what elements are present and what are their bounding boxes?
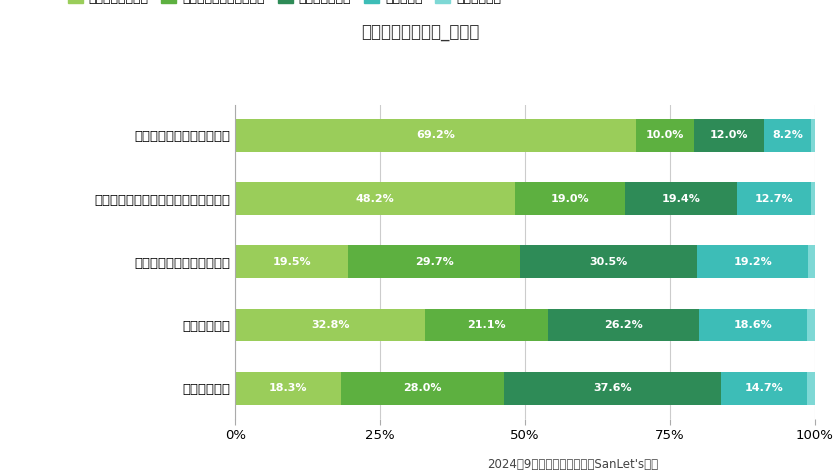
Text: 18.6%: 18.6% xyxy=(734,320,773,330)
Bar xyxy=(235,119,636,152)
Text: 26.2%: 26.2% xyxy=(604,320,643,330)
Text: 18.3%: 18.3% xyxy=(269,383,307,393)
Bar xyxy=(341,372,503,405)
Bar xyxy=(811,182,815,215)
Bar xyxy=(738,182,811,215)
Bar xyxy=(697,245,808,278)
Bar xyxy=(694,119,764,152)
Bar xyxy=(636,119,694,152)
Bar xyxy=(700,308,807,341)
Bar xyxy=(503,372,722,405)
Text: 19.2%: 19.2% xyxy=(733,257,772,267)
Text: 48.2%: 48.2% xyxy=(355,194,394,204)
Text: 69.2%: 69.2% xyxy=(417,130,455,140)
Text: 2024年9月　挙式ライブ配信SanLet's調べ: 2024年9月 挙式ライブ配信SanLet's調べ xyxy=(487,458,659,471)
Bar xyxy=(806,372,815,405)
Text: 32.8%: 32.8% xyxy=(311,320,349,330)
Bar xyxy=(625,182,738,215)
Bar xyxy=(764,119,811,152)
Text: 37.6%: 37.6% xyxy=(593,383,632,393)
Text: 19.4%: 19.4% xyxy=(661,194,701,204)
Bar xyxy=(548,308,700,341)
Legend: 現地で参列したい, オンラインで参列したい, 参列したくない, わからない, 答えたくない: 現地で参列したい, オンラインで参列したい, 参列したくない, わからない, 答… xyxy=(67,0,501,5)
Text: 21.1%: 21.1% xyxy=(467,320,506,330)
Bar xyxy=(808,245,815,278)
Text: 12.7%: 12.7% xyxy=(754,194,793,204)
Bar xyxy=(515,182,625,215)
Bar xyxy=(235,308,425,341)
Text: 28.0%: 28.0% xyxy=(403,383,442,393)
Bar xyxy=(235,182,515,215)
Text: 19.5%: 19.5% xyxy=(272,257,311,267)
Bar xyxy=(349,245,520,278)
Text: 10.0%: 10.0% xyxy=(646,130,685,140)
Text: 19.0%: 19.0% xyxy=(550,194,589,204)
Text: 14.7%: 14.7% xyxy=(745,383,784,393)
Bar xyxy=(520,245,697,278)
Bar xyxy=(811,119,815,152)
Text: 29.7%: 29.7% xyxy=(415,257,454,267)
Bar xyxy=(722,372,806,405)
Text: 8.2%: 8.2% xyxy=(772,130,803,140)
Text: 12.0%: 12.0% xyxy=(710,130,748,140)
Bar xyxy=(235,245,349,278)
Text: 30.5%: 30.5% xyxy=(590,257,627,267)
Bar xyxy=(425,308,548,341)
Text: 結婚式参列意向度_距離別: 結婚式参列意向度_距離別 xyxy=(361,24,479,42)
Bar xyxy=(235,372,341,405)
Bar xyxy=(807,308,815,341)
